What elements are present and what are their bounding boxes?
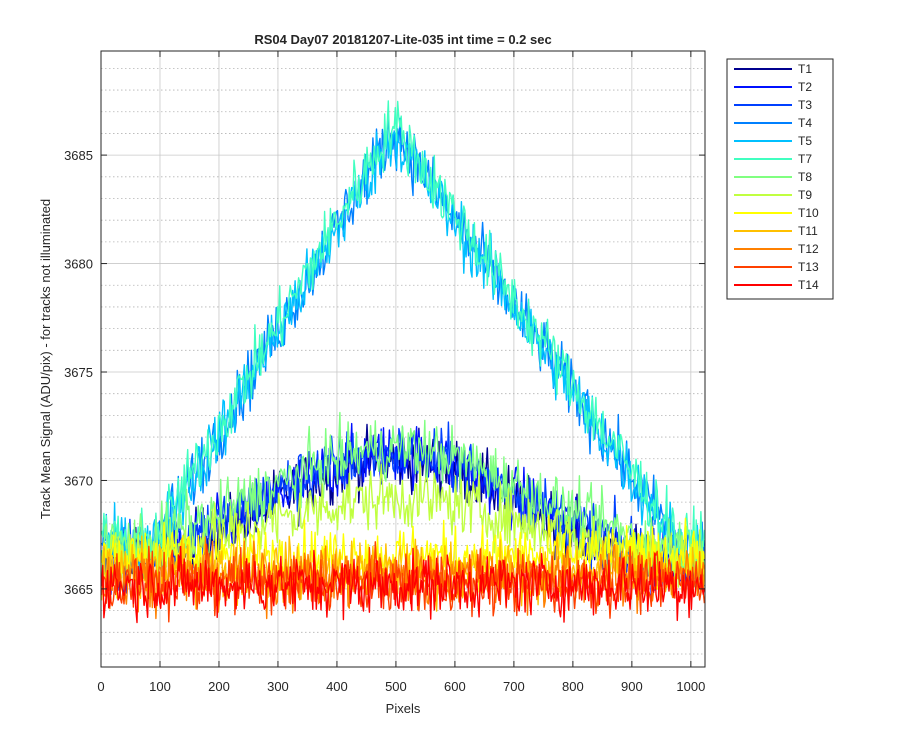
y-tick-label: 3680 xyxy=(64,257,93,272)
legend-label-t12: T12 xyxy=(798,242,819,256)
legend-label-t5: T5 xyxy=(798,134,812,148)
series-line-t8 xyxy=(100,411,706,584)
y-tick-label: 3670 xyxy=(64,473,93,488)
x-tick-label: 100 xyxy=(149,679,171,694)
series-lines xyxy=(100,100,706,624)
legend-label-t3: T3 xyxy=(798,98,812,112)
y-tick-label: 3685 xyxy=(64,148,93,163)
legend-label-t8: T8 xyxy=(798,170,812,184)
legend[interactable]: T1 T2 T3 T4 T5 T7 T8 T9 T10 T11 T12 T13 T14 xyxy=(726,58,834,300)
legend-label-t10: T10 xyxy=(798,206,819,220)
legend-box xyxy=(726,58,834,300)
axis-ticks: 0 100 200 300 400 500 600 700 800 900 1000 3665 3670… xyxy=(64,51,705,694)
legend-label-t2: T2 xyxy=(798,80,812,94)
x-tick-label: 600 xyxy=(444,679,466,694)
legend-label-t7: T7 xyxy=(798,152,812,166)
series-line-t5 xyxy=(100,130,706,588)
x-tick-label: 700 xyxy=(503,679,525,694)
legend-label-t13: T13 xyxy=(798,260,819,274)
chart-title: RS04 Day07 20181207-Lite-035 int time = … xyxy=(254,32,551,47)
legend-label-t4: T4 xyxy=(798,116,812,130)
y-tick-label: 3665 xyxy=(64,582,93,597)
plot-frame xyxy=(100,50,706,668)
x-tick-label: 0 xyxy=(97,679,104,694)
legend-label-t11: T11 xyxy=(798,224,818,238)
legend-label-t1: T1 xyxy=(798,62,812,76)
x-tick-label: 900 xyxy=(621,679,643,694)
x-tick-label: 200 xyxy=(208,679,230,694)
x-tick-label: 800 xyxy=(562,679,584,694)
x-axis-label: Pixels xyxy=(386,701,421,716)
y-tick-label: 3675 xyxy=(64,365,93,380)
x-tick-label: 500 xyxy=(385,679,407,694)
y-axis-label: Track Mean Signal (ADU/pix) - for tracks… xyxy=(38,199,53,519)
x-tick-label: 1000 xyxy=(676,679,705,694)
series-line-t13 xyxy=(100,541,706,623)
x-tick-label: 300 xyxy=(267,679,289,694)
x-tick-label: 400 xyxy=(326,679,348,694)
legend-label-t14: T14 xyxy=(798,278,819,292)
series-line-t7 xyxy=(100,100,706,588)
series-line-t14 xyxy=(100,545,706,624)
legend-label-t9: T9 xyxy=(798,188,812,202)
